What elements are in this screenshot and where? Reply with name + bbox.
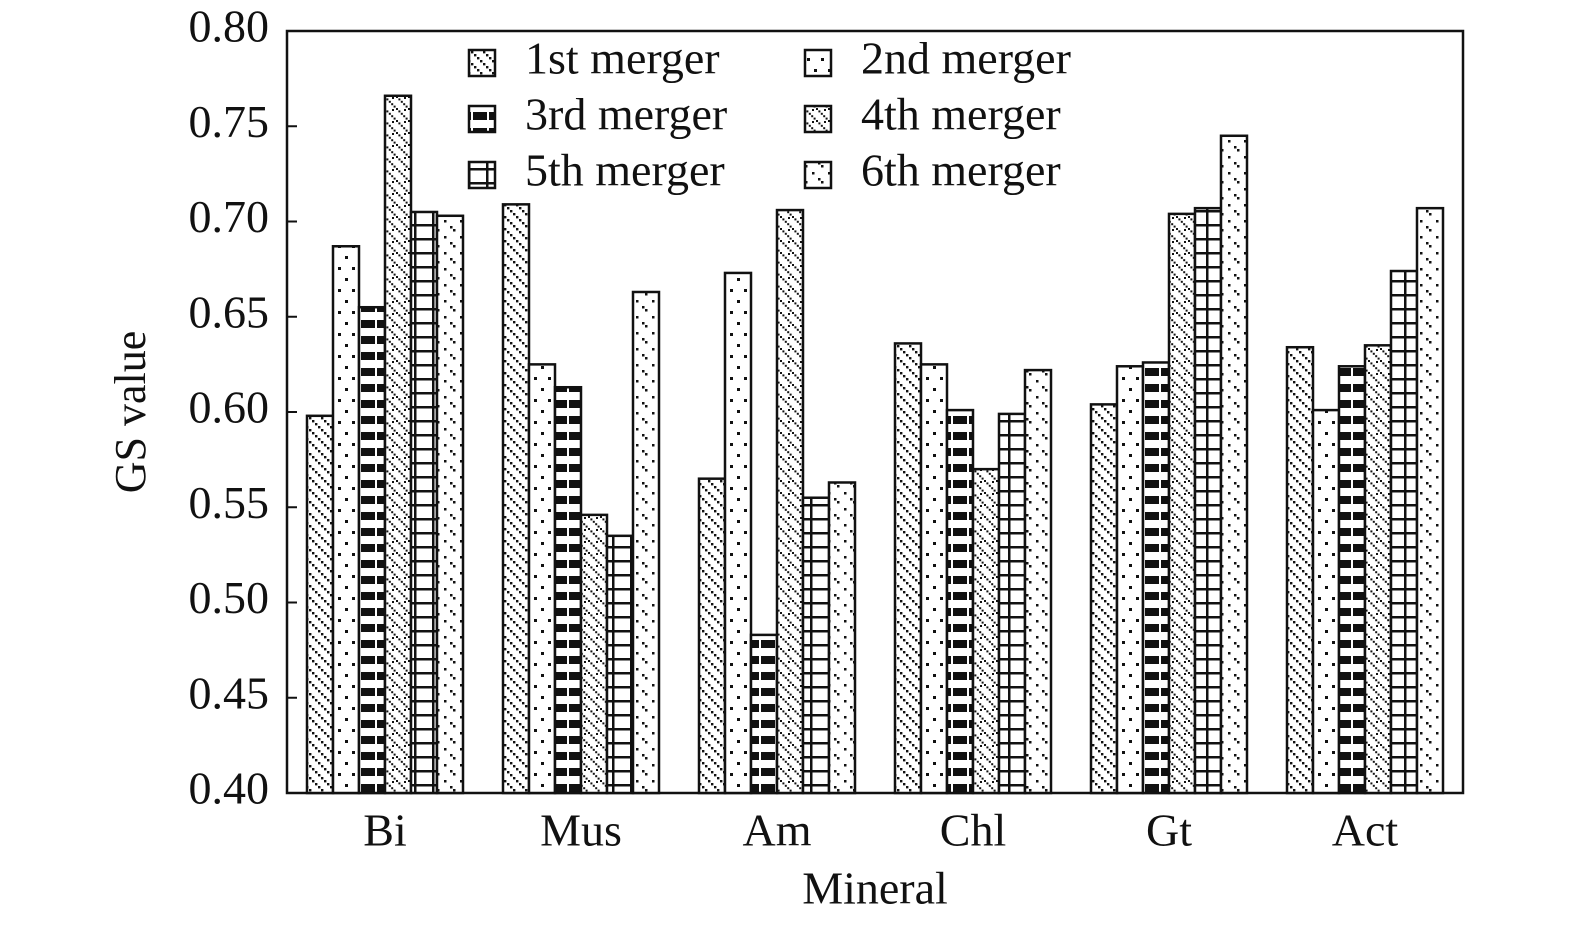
- bar: [553, 385, 583, 795]
- legend-swatch: [467, 160, 497, 190]
- bar: [435, 214, 465, 795]
- bar: [1337, 365, 1367, 795]
- x-tick-label: Am: [743, 805, 812, 856]
- bar: [827, 481, 857, 795]
- y-tick-label: 0.55: [189, 477, 270, 528]
- y-axis-label: GS value: [106, 331, 155, 494]
- bar: [1219, 134, 1249, 795]
- legend-label: 2nd merger: [861, 33, 1071, 84]
- x-tick-label: Chl: [940, 805, 1006, 856]
- bar: [775, 208, 805, 795]
- bar: [697, 477, 727, 795]
- bar: [801, 496, 831, 795]
- legend-swatch: [803, 160, 833, 190]
- bar: [1285, 345, 1315, 795]
- y-tick-label: 0.70: [189, 191, 270, 242]
- bar: [723, 271, 753, 795]
- bar: [1023, 368, 1053, 795]
- y-tick-label: 0.80: [189, 1, 270, 52]
- bar: [1141, 361, 1171, 795]
- x-tick-label: Bi: [363, 805, 406, 856]
- bar: [501, 203, 531, 795]
- x-axis-label: Mineral: [802, 863, 948, 914]
- legend-label: 5th merger: [525, 145, 725, 196]
- bar: [893, 342, 923, 795]
- y-tick-label: 0.60: [189, 382, 270, 433]
- bar: [945, 408, 975, 795]
- legend-swatch: [803, 48, 833, 78]
- bar: [631, 290, 661, 795]
- y-tick-label: 0.65: [189, 286, 270, 337]
- bar: [919, 363, 949, 795]
- bar: [357, 305, 387, 795]
- x-tick-label: Mus: [540, 805, 622, 856]
- bar: [1363, 344, 1393, 795]
- legend-swatch: [467, 104, 497, 134]
- y-tick-label: 0.45: [189, 667, 270, 718]
- bar: [331, 245, 361, 795]
- bar: [305, 414, 335, 795]
- legend-swatch: [467, 48, 497, 78]
- legend-label: 1st merger: [525, 33, 720, 84]
- bar: [383, 94, 413, 795]
- bar: [1115, 365, 1145, 795]
- y-tick-label: 0.75: [189, 96, 270, 147]
- y-tick-label: 0.50: [189, 572, 270, 623]
- bar: [1193, 206, 1223, 795]
- legend-label: 6th merger: [861, 145, 1061, 196]
- legend-label: 3rd merger: [525, 89, 727, 140]
- bar: [527, 363, 557, 795]
- bar: [579, 513, 609, 795]
- bar: [749, 633, 779, 795]
- legend-label: 4th merger: [861, 89, 1061, 140]
- bar: [1311, 408, 1341, 795]
- bar: [1389, 269, 1419, 795]
- x-tick-label: Gt: [1146, 805, 1192, 856]
- bar: [1089, 403, 1119, 795]
- bar: [971, 467, 1001, 795]
- bar: [997, 412, 1027, 795]
- bar: [1415, 206, 1445, 795]
- bar: [605, 534, 635, 795]
- bar: [409, 210, 439, 795]
- x-tick-label: Act: [1332, 805, 1399, 856]
- legend-swatch: [803, 104, 833, 134]
- y-tick-label: 0.40: [189, 763, 270, 814]
- bar: [1167, 212, 1197, 795]
